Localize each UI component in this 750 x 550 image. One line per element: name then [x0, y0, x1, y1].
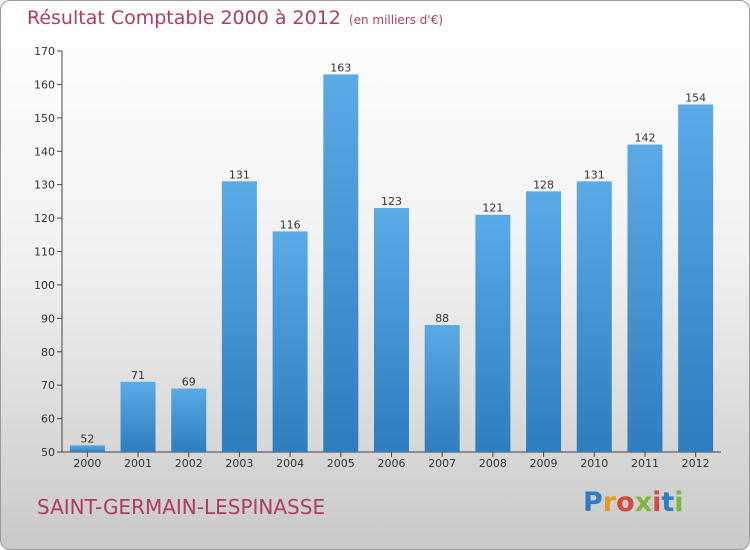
data-label: 52: [80, 432, 94, 445]
bar: [526, 191, 562, 452]
logo-letter: r: [602, 487, 617, 518]
bar: [272, 231, 308, 452]
y-tick-label: 110: [34, 246, 55, 259]
bars: [69, 74, 714, 453]
y-tick-label: 150: [34, 112, 55, 125]
x-tick-label: 2010: [580, 457, 608, 470]
logo-letter: i: [674, 487, 684, 518]
x-tick-label: 2000: [73, 457, 101, 470]
logo-letter: t: [661, 487, 675, 518]
data-label: 142: [634, 132, 655, 145]
bar: [323, 74, 359, 453]
y-tick-label: 80: [41, 346, 55, 359]
x-tick-label: 2012: [682, 457, 710, 470]
bar: [120, 381, 156, 452]
x-tick-label: 2001: [124, 457, 152, 470]
y-tick-label: 120: [34, 212, 55, 225]
x-tick-label: 2011: [631, 457, 659, 470]
data-label: 128: [533, 178, 554, 191]
x-tick-label: 2008: [479, 457, 507, 470]
data-label: 121: [482, 202, 503, 215]
y-tick-label: 170: [34, 45, 55, 58]
logo-letter: P: [583, 487, 603, 518]
bar: [627, 144, 663, 453]
y-tick-label: 50: [41, 446, 55, 459]
data-label: 131: [584, 168, 605, 181]
logo-letter: i: [652, 487, 662, 518]
bar: [69, 445, 105, 452]
bar: [221, 181, 257, 452]
x-tick-label: 2004: [276, 457, 304, 470]
y-tick-label: 70: [41, 379, 55, 392]
bar: [678, 104, 714, 452]
y-tick-label: 160: [34, 78, 55, 91]
commune-name: SAINT-GERMAIN-LESPINASSE: [37, 495, 326, 519]
bar: [576, 181, 612, 452]
title-unit: (en milliers d'€): [348, 13, 444, 27]
logo-letter: o: [616, 487, 635, 518]
x-tick-label: 2002: [175, 457, 203, 470]
data-label: 163: [330, 61, 351, 74]
y-tick-label: 130: [34, 179, 55, 192]
bar: [475, 214, 511, 452]
x-tick-label: 2003: [225, 457, 253, 470]
y-tick-label: 60: [41, 413, 55, 426]
data-label: 71: [131, 369, 145, 382]
data-label: 88: [435, 312, 449, 325]
data-label: 154: [685, 91, 706, 104]
x-tick-label: 2009: [530, 457, 558, 470]
data-label: 116: [280, 218, 301, 231]
bar: [374, 208, 409, 452]
x-tick-label: 2006: [378, 457, 406, 470]
chart-title: Résultat Comptable 2000 à 2012 (en millie…: [27, 7, 443, 29]
x-tick-label: 2007: [428, 457, 456, 470]
x-tick-label: 2005: [327, 457, 355, 470]
y-tick-label: 140: [34, 145, 55, 158]
proxiti-logo[interactable]: Proxiti: [583, 487, 684, 518]
data-label: 123: [381, 195, 402, 208]
data-label: 69: [182, 376, 196, 389]
bar: [171, 388, 207, 452]
data-label: 131: [229, 168, 250, 181]
logo-letter: x: [634, 487, 653, 518]
y-tick-label: 90: [41, 312, 55, 325]
labels: 52 71 69 131 116 163 123 88 121 128 131 142 154: [80, 61, 706, 445]
y-tick-label: 100: [34, 279, 55, 292]
title-text: Résultat Comptable 2000 à 2012: [27, 7, 341, 29]
bar: [424, 325, 460, 452]
